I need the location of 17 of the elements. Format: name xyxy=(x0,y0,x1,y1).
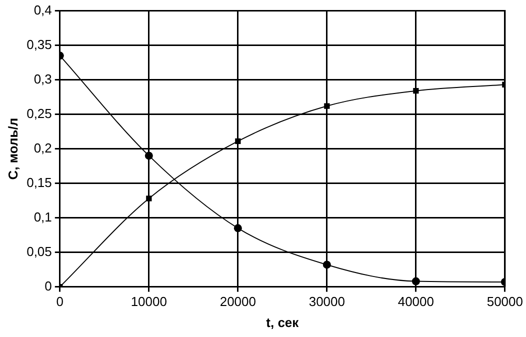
x-tick-label: 20000 xyxy=(220,294,256,310)
y-axis-title: С, моль/л xyxy=(5,118,20,180)
x-tick-label: 30000 xyxy=(308,294,345,310)
y-tick-label: 0,2 xyxy=(34,140,52,156)
x-axis-title: t, сек xyxy=(266,314,300,330)
y-tick-label: 0,25 xyxy=(26,106,52,121)
x-tick-label: 0 xyxy=(56,294,64,310)
y-tick-label: 0,4 xyxy=(34,2,52,18)
x-tick-label: 10000 xyxy=(130,294,167,310)
x-tick-label: 40000 xyxy=(398,294,434,310)
y-tick-label: 0 xyxy=(44,278,52,294)
y-tick-label: 0,3 xyxy=(34,71,52,86)
y-tick-label: 0,15 xyxy=(26,174,52,190)
x-tick-label: 50000 xyxy=(486,294,524,310)
y-tick-label: 0,35 xyxy=(26,36,52,52)
y-tick-label: 0,1 xyxy=(34,209,52,224)
y-tick-label: 0,05 xyxy=(26,244,52,259)
